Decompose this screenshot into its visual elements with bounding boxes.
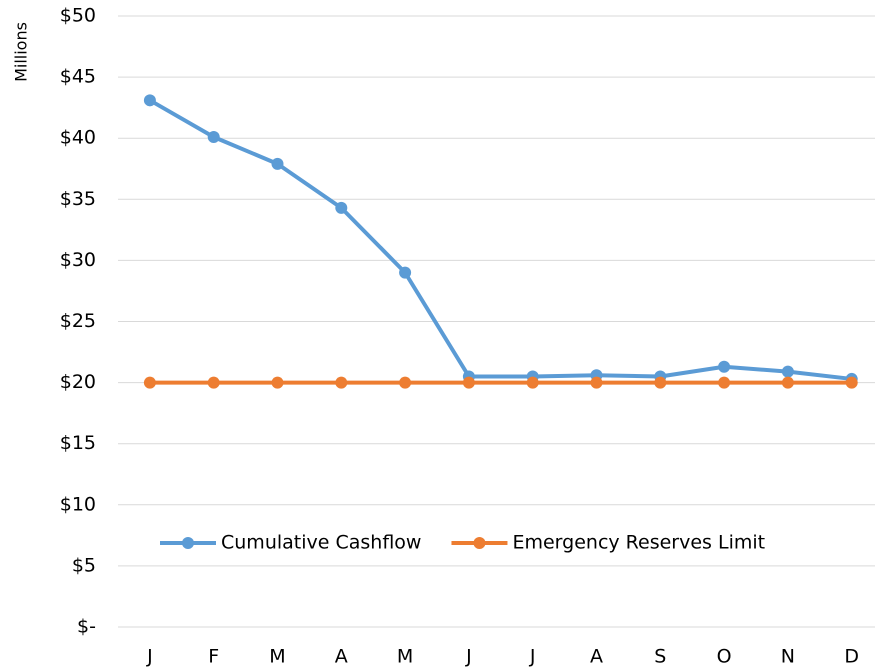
series-marker (845, 376, 858, 389)
y-tick-label: $5 (72, 554, 96, 576)
y-tick-label: $50 (60, 5, 96, 27)
series-marker (207, 130, 220, 143)
series-marker (399, 266, 412, 279)
series-line (148, 98, 852, 381)
series-marker (271, 157, 284, 170)
y-tick-label: $45 (60, 66, 96, 88)
x-tick-label: S (654, 646, 666, 668)
y-tick-label: $30 (60, 249, 96, 271)
series-marker (271, 376, 284, 389)
x-tick-label: A (590, 646, 603, 668)
series-marker (526, 376, 539, 389)
y-tick-label: $15 (60, 432, 96, 454)
legend-label: Emergency Reserves Limit (512, 532, 765, 554)
x-tick-label: M (269, 646, 285, 668)
series-marker (143, 94, 156, 107)
x-tick-label: O (717, 646, 732, 668)
series-marker (335, 376, 348, 389)
x-tick-label: J (465, 646, 472, 668)
series-marker (781, 365, 794, 378)
y-axis-label: Millions (12, 22, 31, 82)
series-marker (781, 376, 794, 389)
series-marker (143, 376, 156, 389)
y-tick-label: $40 (60, 127, 96, 149)
x-tick-label: J (146, 646, 153, 668)
series-marker (207, 376, 220, 389)
y-tick-label: $10 (60, 493, 96, 515)
series-marker (718, 360, 731, 373)
x-tick-label: N (781, 646, 795, 668)
series-marker (399, 376, 412, 389)
x-tick-label: J (529, 646, 536, 668)
x-tick-label: F (208, 646, 219, 668)
y-tick-label: $- (77, 616, 96, 638)
y-tick-label: $35 (60, 188, 96, 210)
x-tick-label: M (397, 646, 413, 668)
series-marker (718, 376, 731, 389)
y-tick-label: $25 (60, 310, 96, 332)
legend-label: Cumulative Cashflow (221, 532, 421, 554)
series-marker (654, 376, 667, 389)
series-marker (335, 201, 348, 214)
y-tick-label: $20 (60, 371, 96, 393)
legend-marker (473, 537, 486, 549)
series-marker (590, 376, 603, 389)
x-tick-label: A (335, 646, 348, 668)
x-tick-label: D (844, 646, 859, 668)
series-marker (462, 376, 475, 389)
legend-marker (182, 537, 194, 549)
